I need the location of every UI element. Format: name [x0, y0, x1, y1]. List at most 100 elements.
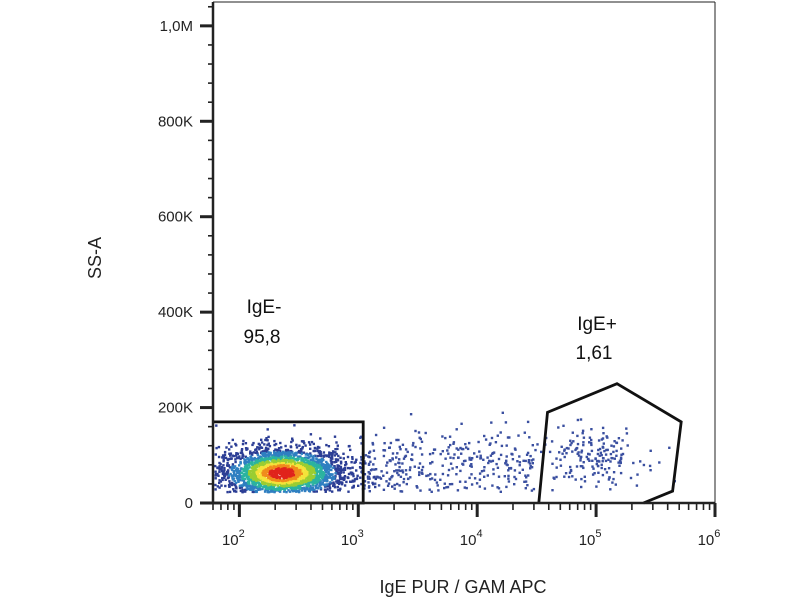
event-dot [521, 468, 524, 471]
event-dot [286, 449, 290, 452]
event-dot [262, 459, 265, 463]
event-dot [604, 459, 608, 463]
event-dot [311, 488, 314, 491]
event-dot [271, 470, 275, 473]
event-dot [312, 449, 315, 453]
event-dot [234, 458, 237, 461]
y-tick-label: 0 [185, 495, 193, 512]
event-dot [257, 470, 261, 473]
event-dot [244, 455, 247, 458]
event-dot [382, 426, 386, 429]
event-dot [310, 464, 313, 467]
event-dot [267, 478, 271, 481]
event-dot [598, 454, 601, 457]
event-dot [248, 478, 251, 482]
event-dot [496, 466, 500, 469]
event-dot [280, 465, 283, 469]
event-dot [326, 476, 329, 479]
event-dot [499, 490, 502, 493]
event-dot [296, 486, 299, 489]
event-dot [597, 448, 600, 452]
event-dot [569, 469, 573, 473]
event-dot [274, 452, 278, 456]
event-dot [331, 490, 334, 493]
event-dot [232, 470, 235, 473]
event-dot [470, 465, 473, 468]
event-dot [368, 451, 371, 455]
event-dot [420, 468, 424, 472]
event-dot [581, 465, 584, 468]
x-tick-label: 103 [341, 528, 364, 549]
event-dot [306, 467, 309, 471]
event-dot [234, 481, 238, 484]
event-dot [285, 465, 288, 468]
event-dot [250, 478, 253, 481]
event-dot [349, 467, 352, 470]
event-dot [300, 489, 304, 492]
event-dot [325, 470, 328, 474]
event-dot [590, 438, 593, 442]
event-dot [263, 443, 266, 446]
event-dot [280, 457, 283, 460]
event-dot [357, 484, 360, 487]
event-dot [504, 421, 508, 424]
event-dot [296, 479, 300, 482]
event-dot [419, 489, 422, 492]
event-dot [360, 482, 363, 486]
event-dot [276, 463, 279, 466]
event-dot [328, 474, 331, 477]
event-dot [371, 481, 374, 485]
event-dot [319, 488, 323, 491]
event-dot [256, 446, 259, 449]
event-dot [267, 467, 270, 470]
event-dot [272, 486, 275, 490]
event-dot [404, 454, 408, 458]
event-dot [293, 424, 296, 427]
event-dot [605, 471, 609, 474]
event-dot [294, 484, 298, 487]
event-dot [277, 460, 281, 463]
event-dot [599, 451, 603, 454]
event-dot [314, 485, 318, 488]
event-dot [242, 469, 245, 473]
event-dot [386, 461, 389, 464]
event-dot [293, 461, 296, 464]
event-dot [313, 462, 316, 465]
event-dot [251, 453, 254, 456]
event-dot [470, 458, 473, 461]
event-dot [289, 475, 292, 478]
event-dot [250, 452, 253, 455]
event-dot [313, 479, 316, 482]
event-dot [291, 439, 294, 442]
event-dot [328, 453, 331, 457]
event-dot [332, 481, 335, 484]
event-dot [269, 481, 272, 485]
event-dot [308, 461, 312, 464]
event-dot [429, 478, 432, 481]
event-dot [275, 471, 279, 474]
event-dot [508, 467, 511, 470]
event-dot [222, 470, 226, 473]
event-dot [523, 480, 526, 483]
event-dot [607, 478, 611, 481]
event-dot [317, 476, 321, 479]
event-dot [567, 475, 571, 479]
event-dot [303, 486, 306, 489]
event-dot [503, 475, 506, 478]
event-dot [286, 456, 289, 460]
event-dot [505, 444, 508, 447]
event-dot [463, 486, 466, 489]
event-dot [258, 446, 261, 449]
event-dot [298, 463, 302, 467]
event-dot [235, 454, 238, 457]
event-dot [324, 463, 327, 467]
event-dot [251, 481, 254, 485]
event-dot [304, 474, 307, 478]
event-dot [601, 437, 605, 440]
event-dot [283, 465, 286, 469]
event-dot [576, 442, 580, 446]
event-dot [248, 463, 251, 466]
event-dot [312, 470, 315, 473]
event-dot [296, 478, 300, 481]
event-dot [218, 481, 221, 485]
